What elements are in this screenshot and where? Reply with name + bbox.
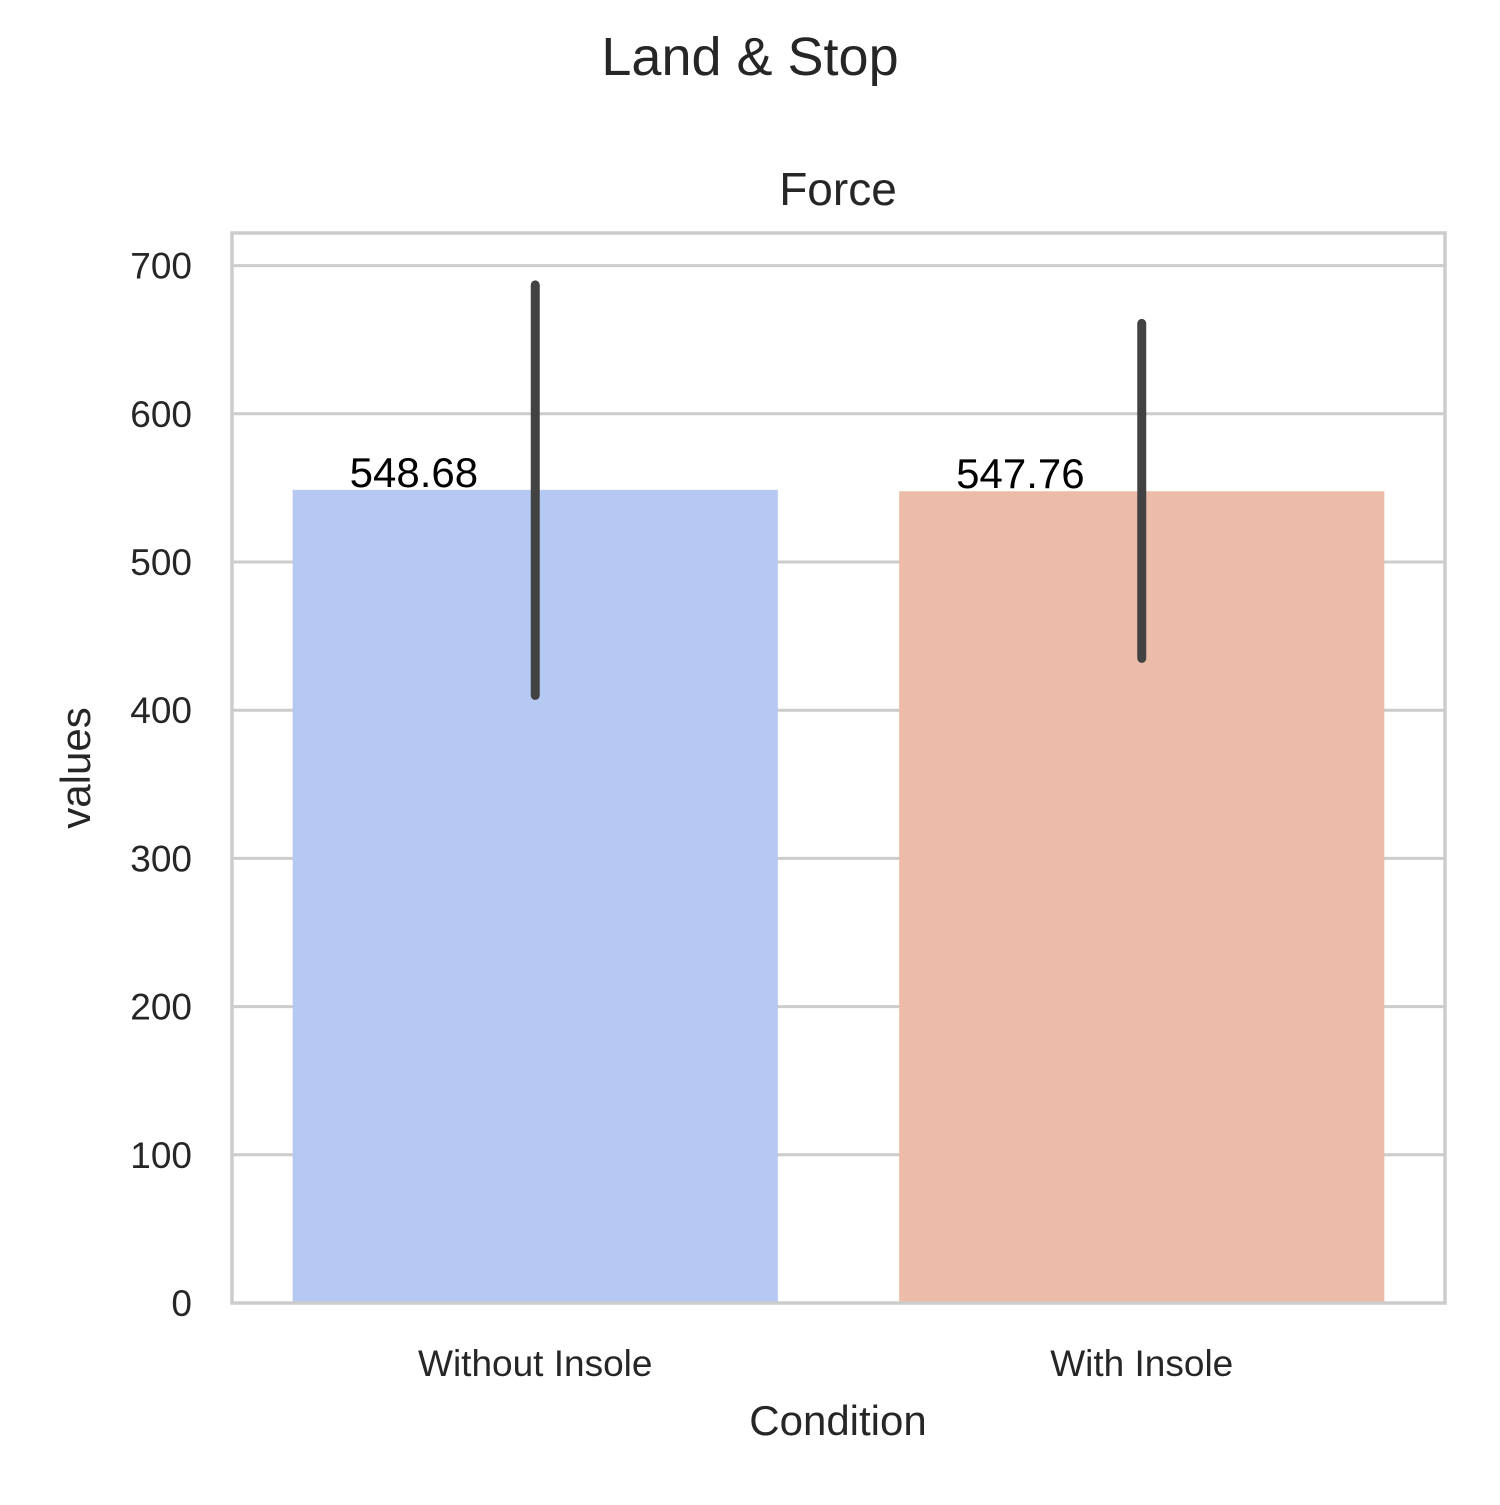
data-labels: 548.68 547.76 bbox=[350, 449, 1085, 497]
y-tick-label: 200 bbox=[130, 987, 192, 1028]
x-axis-label: Condition bbox=[749, 1397, 926, 1444]
chart-title: Force bbox=[779, 163, 897, 215]
x-tick-label: Without Insole bbox=[418, 1343, 652, 1384]
data-label-1: 547.76 bbox=[956, 450, 1084, 497]
x-axis-ticks: Without Insole With Insole bbox=[418, 1343, 1233, 1384]
y-tick-label: 400 bbox=[130, 690, 192, 731]
x-tick-label: With Insole bbox=[1050, 1343, 1233, 1384]
y-tick-label: 300 bbox=[130, 838, 192, 879]
chart-suptitle: Land & Stop bbox=[601, 27, 898, 87]
y-tick-label: 100 bbox=[130, 1135, 192, 1176]
y-axis-ticks: 0 100 200 300 400 500 600 700 bbox=[130, 246, 192, 1324]
plot-frame bbox=[230, 231, 1447, 1305]
y-tick-label: 0 bbox=[171, 1283, 192, 1324]
y-axis-label: values bbox=[52, 707, 99, 828]
y-tick-label: 500 bbox=[130, 542, 192, 583]
y-tick-label: 600 bbox=[130, 394, 192, 435]
error-bars bbox=[530, 280, 1147, 700]
data-label-0: 548.68 bbox=[350, 449, 478, 496]
y-tick-label: 700 bbox=[130, 246, 192, 287]
bars bbox=[292, 489, 1385, 1304]
